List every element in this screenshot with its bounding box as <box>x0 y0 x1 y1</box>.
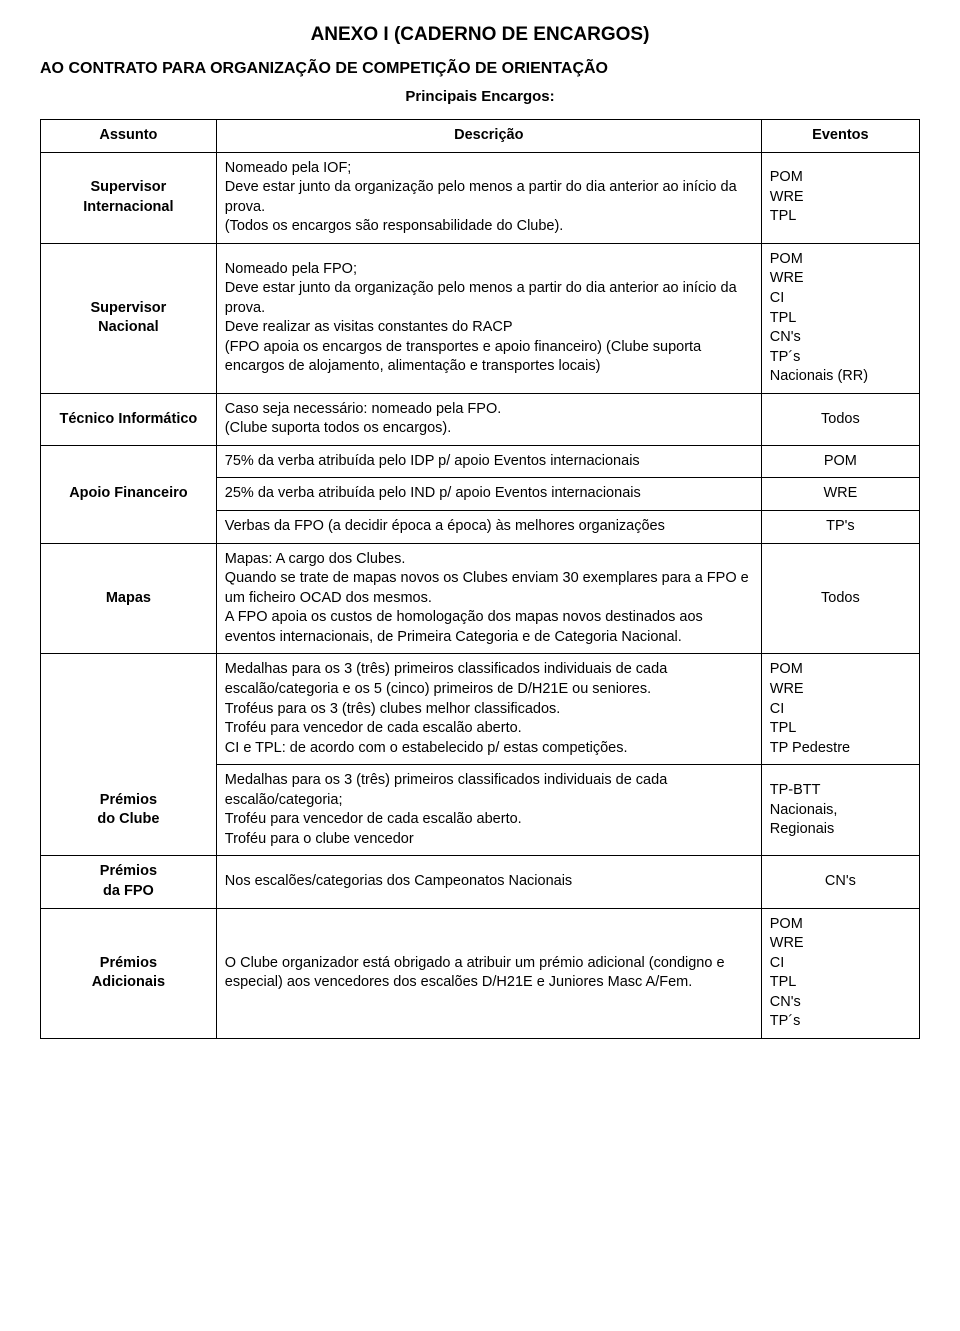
section-heading: Principais Encargos: <box>40 88 920 105</box>
table-row: 75% da verba atribuída pelo IDP p/ apoio… <box>41 445 920 478</box>
table-row: Verbas da FPO (a decidir época a época) … <box>41 511 920 544</box>
assunto-cell <box>41 445 217 478</box>
desc-cell: Nomeado pela FPO;Deve estar junto da org… <box>216 243 761 393</box>
document-subtitle: AO CONTRATO PARA ORGANIZAÇÃO DE COMPETIÇ… <box>40 60 920 78</box>
table-row: PrémiosAdicionais O Clube organizador es… <box>41 908 920 1038</box>
document-title: ANEXO I (CADERNO DE ENCARGOS) <box>40 24 920 46</box>
assunto-cell: Prémiosda FPO <box>41 856 217 908</box>
evt-cell: Todos <box>761 393 919 445</box>
desc-cell: Caso seja necessário: nomeado pela FPO.(… <box>216 393 761 445</box>
evt-cell: Todos <box>761 543 919 654</box>
col-header-eventos: Eventos <box>761 120 919 153</box>
table-row: Prémiosdo Clube Medalhas para os 3 (três… <box>41 765 920 856</box>
evt-cell: CN's <box>761 856 919 908</box>
evt-cell: WRE <box>761 478 919 511</box>
table-header-row: Assunto Descrição Eventos <box>41 120 920 153</box>
assunto-cell: PrémiosAdicionais <box>41 908 217 1038</box>
assunto-cell: SupervisorInternacional <box>41 152 217 243</box>
assunto-cell: Técnico Informático <box>41 393 217 445</box>
table-row: Prémiosda FPO Nos escalões/categorias do… <box>41 856 920 908</box>
table-row: Apoio Financeiro 25% da verba atribuída … <box>41 478 920 511</box>
table-row: Medalhas para os 3 (três) primeiros clas… <box>41 654 920 765</box>
evt-cell: POMWRECITPLTP Pedestre <box>761 654 919 765</box>
evt-cell: POMWRECITPLCN'sTP´s <box>761 908 919 1038</box>
evt-cell: TP-BTTNacionais,Regionais <box>761 765 919 856</box>
desc-cell: Mapas: A cargo dos Clubes.Quando se trat… <box>216 543 761 654</box>
desc-cell: O Clube organizador está obrigado a atri… <box>216 908 761 1038</box>
desc-cell: Verbas da FPO (a decidir época a época) … <box>216 511 761 544</box>
assunto-cell: Mapas <box>41 543 217 654</box>
table-row: SupervisorNacional Nomeado pela FPO;Deve… <box>41 243 920 393</box>
evt-cell: TP's <box>761 511 919 544</box>
table-row: Técnico Informático Caso seja necessário… <box>41 393 920 445</box>
encargos-table: Assunto Descrição Eventos SupervisorInte… <box>40 119 920 1039</box>
desc-cell: 25% da verba atribuída pelo IND p/ apoio… <box>216 478 761 511</box>
evt-cell: POMWRECITPLCN'sTP´sNacionais (RR) <box>761 243 919 393</box>
assunto-cell <box>41 654 217 765</box>
desc-cell: Medalhas para os 3 (três) primeiros clas… <box>216 765 761 856</box>
desc-cell: Medalhas para os 3 (três) primeiros clas… <box>216 654 761 765</box>
desc-cell: Nomeado pela IOF;Deve estar junto da org… <box>216 152 761 243</box>
desc-cell: Nos escalões/categorias dos Campeonatos … <box>216 856 761 908</box>
assunto-cell: SupervisorNacional <box>41 243 217 393</box>
col-header-descricao: Descrição <box>216 120 761 153</box>
assunto-cell: Apoio Financeiro <box>41 478 217 511</box>
col-header-assunto: Assunto <box>41 120 217 153</box>
evt-cell: POMWRETPL <box>761 152 919 243</box>
desc-cell: 75% da verba atribuída pelo IDP p/ apoio… <box>216 445 761 478</box>
assunto-cell <box>41 511 217 544</box>
table-row: Mapas Mapas: A cargo dos Clubes.Quando s… <box>41 543 920 654</box>
evt-cell: POM <box>761 445 919 478</box>
assunto-cell: Prémiosdo Clube <box>41 765 217 856</box>
table-row: SupervisorInternacional Nomeado pela IOF… <box>41 152 920 243</box>
